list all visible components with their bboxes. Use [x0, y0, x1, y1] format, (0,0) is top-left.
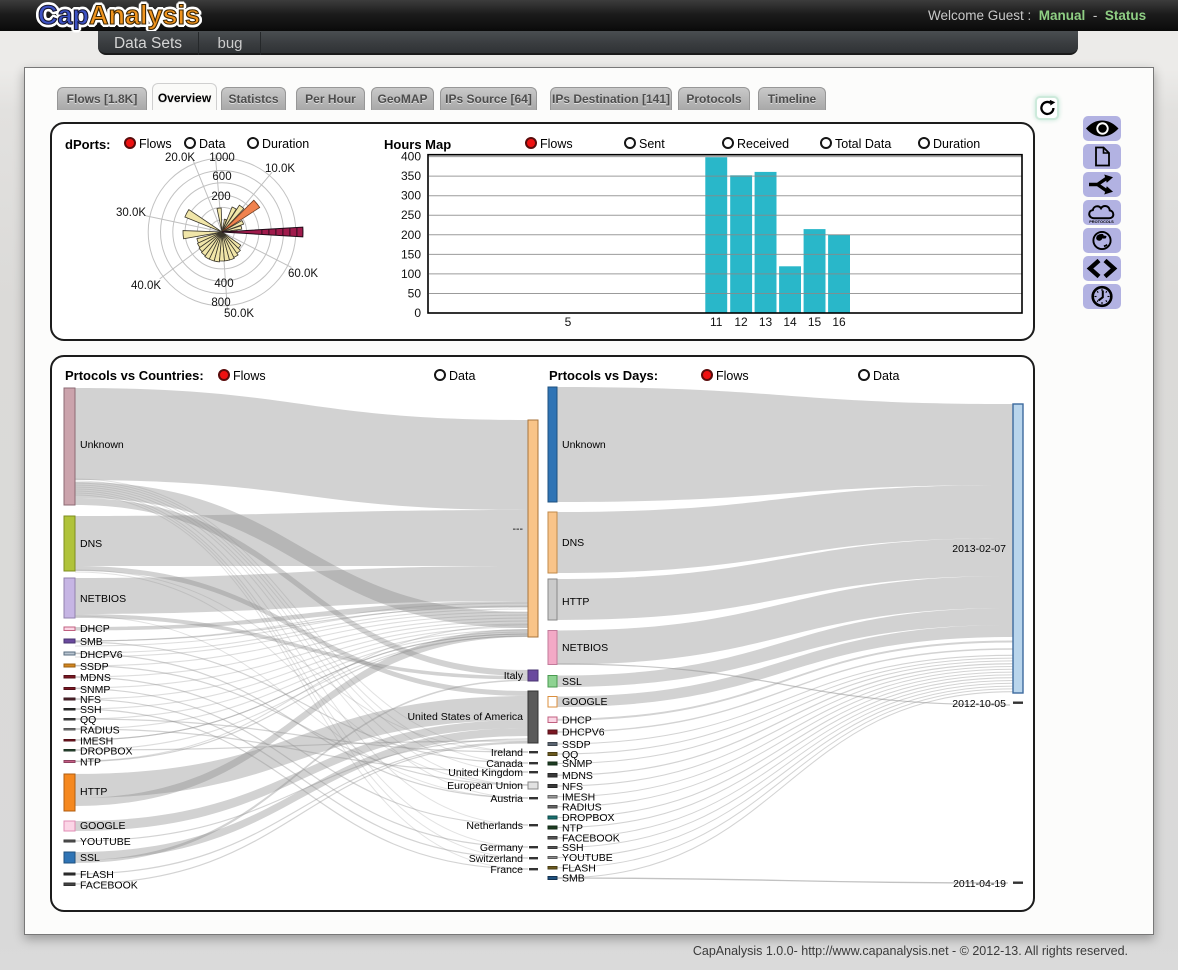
svg-text:0: 0	[414, 306, 421, 320]
svg-text:Italy: Italy	[504, 670, 524, 682]
svg-text:MDNS: MDNS	[562, 770, 593, 782]
svg-text:Ireland: Ireland	[491, 747, 523, 759]
svg-text:YOUTUBE: YOUTUBE	[80, 836, 131, 848]
svg-text:GOOGLE: GOOGLE	[562, 696, 608, 708]
svg-text:20.0K: 20.0K	[165, 152, 195, 164]
svg-text:DROPBOX: DROPBOX	[562, 812, 615, 824]
svg-text:40.0K: 40.0K	[131, 280, 161, 292]
svg-text:---: ---	[513, 523, 524, 535]
svg-text:RADIUS: RADIUS	[562, 802, 602, 814]
svg-text:Austria: Austria	[490, 793, 523, 805]
svg-text:10.0K: 10.0K	[265, 163, 295, 175]
svg-text:2012-10-05: 2012-10-05	[952, 698, 1006, 710]
svg-text:30.0K: 30.0K	[116, 207, 146, 219]
svg-text:Unknown: Unknown	[80, 439, 124, 451]
svg-text:11: 11	[710, 315, 723, 329]
svg-text:NTP: NTP	[80, 757, 101, 769]
svg-text:Unknown: Unknown	[562, 439, 606, 451]
svg-text:350: 350	[401, 169, 421, 183]
svg-text:GOOGLE: GOOGLE	[80, 820, 126, 832]
svg-text:2011-04-19: 2011-04-19	[953, 878, 1006, 890]
svg-text:Switzerland: Switzerland	[469, 853, 523, 865]
svg-text:200: 200	[401, 228, 421, 242]
svg-text:DHCPV6: DHCPV6	[562, 727, 605, 739]
svg-text:DNS: DNS	[562, 537, 584, 549]
svg-text:5: 5	[565, 315, 572, 329]
svg-text:15: 15	[808, 315, 822, 329]
svg-text:NETBIOS: NETBIOS	[80, 593, 126, 605]
svg-text:France: France	[490, 864, 523, 876]
svg-text:100: 100	[401, 267, 421, 281]
svg-text:Canada: Canada	[486, 758, 523, 770]
svg-text:SMB: SMB	[80, 636, 103, 648]
svg-text:Germany: Germany	[480, 842, 524, 854]
svg-text:DNS: DNS	[80, 538, 102, 550]
svg-text:RADIUS: RADIUS	[80, 725, 120, 737]
svg-text:600: 600	[212, 171, 231, 183]
svg-text:250: 250	[401, 208, 421, 222]
svg-text:IMESH: IMESH	[562, 792, 595, 804]
svg-text:SSL: SSL	[562, 676, 582, 688]
svg-text:DHCP: DHCP	[80, 623, 110, 635]
svg-text:DHCP: DHCP	[562, 714, 592, 726]
svg-text:50.0K: 50.0K	[224, 308, 254, 320]
svg-text:16: 16	[832, 315, 846, 329]
svg-text:300: 300	[401, 189, 421, 203]
svg-text:SMB: SMB	[562, 873, 585, 885]
svg-text:NFS: NFS	[562, 781, 583, 793]
svg-text:United States of America: United States of America	[407, 711, 523, 723]
svg-text:HTTP: HTTP	[80, 786, 107, 798]
svg-text:SSH: SSH	[562, 842, 584, 854]
svg-text:14: 14	[783, 315, 797, 329]
svg-text:MDNS: MDNS	[80, 672, 111, 684]
svg-text:NETBIOS: NETBIOS	[562, 642, 608, 654]
svg-text:SSDP: SSDP	[562, 739, 591, 751]
svg-text:HTTP: HTTP	[562, 596, 589, 608]
svg-text:SSL: SSL	[80, 852, 100, 864]
svg-text:1000: 1000	[209, 152, 235, 164]
svg-text:DROPBOX: DROPBOX	[80, 746, 133, 758]
svg-text:European Union: European Union	[447, 780, 523, 792]
svg-text:SSDP: SSDP	[80, 661, 109, 673]
svg-text:FACEBOOK: FACEBOOK	[80, 880, 138, 892]
svg-text:150: 150	[401, 247, 421, 261]
svg-text:13: 13	[759, 315, 773, 329]
svg-text:PROTOCOLS: PROTOCOLS	[1089, 219, 1114, 224]
svg-text:800: 800	[211, 297, 230, 309]
svg-text:400: 400	[214, 278, 233, 290]
svg-text:400: 400	[401, 150, 421, 164]
svg-text:50: 50	[408, 286, 422, 300]
svg-text:60.0K: 60.0K	[288, 268, 318, 280]
svg-text:NTP: NTP	[562, 822, 583, 834]
svg-text:Netherlands: Netherlands	[466, 820, 523, 832]
svg-text:YOUTUBE: YOUTUBE	[562, 852, 613, 864]
svg-text:FLASH: FLASH	[562, 863, 596, 875]
svg-text:QQ: QQ	[562, 749, 578, 761]
svg-text:2013-02-07: 2013-02-07	[952, 543, 1006, 555]
svg-text:SNMP: SNMP	[80, 684, 110, 696]
svg-text:FLASH: FLASH	[80, 869, 114, 881]
svg-text:DHCPV6: DHCPV6	[80, 649, 123, 661]
svg-text:SSH: SSH	[80, 704, 102, 716]
svg-text:12: 12	[734, 315, 748, 329]
svg-text:NFS: NFS	[80, 694, 101, 706]
svg-text:FACEBOOK: FACEBOOK	[562, 833, 620, 845]
svg-text:SNMP: SNMP	[562, 758, 592, 770]
svg-text:QQ: QQ	[80, 714, 96, 726]
svg-text:IMESH: IMESH	[80, 736, 113, 748]
svg-text:United Kingdom: United Kingdom	[448, 767, 523, 779]
svg-text:200: 200	[211, 191, 230, 203]
